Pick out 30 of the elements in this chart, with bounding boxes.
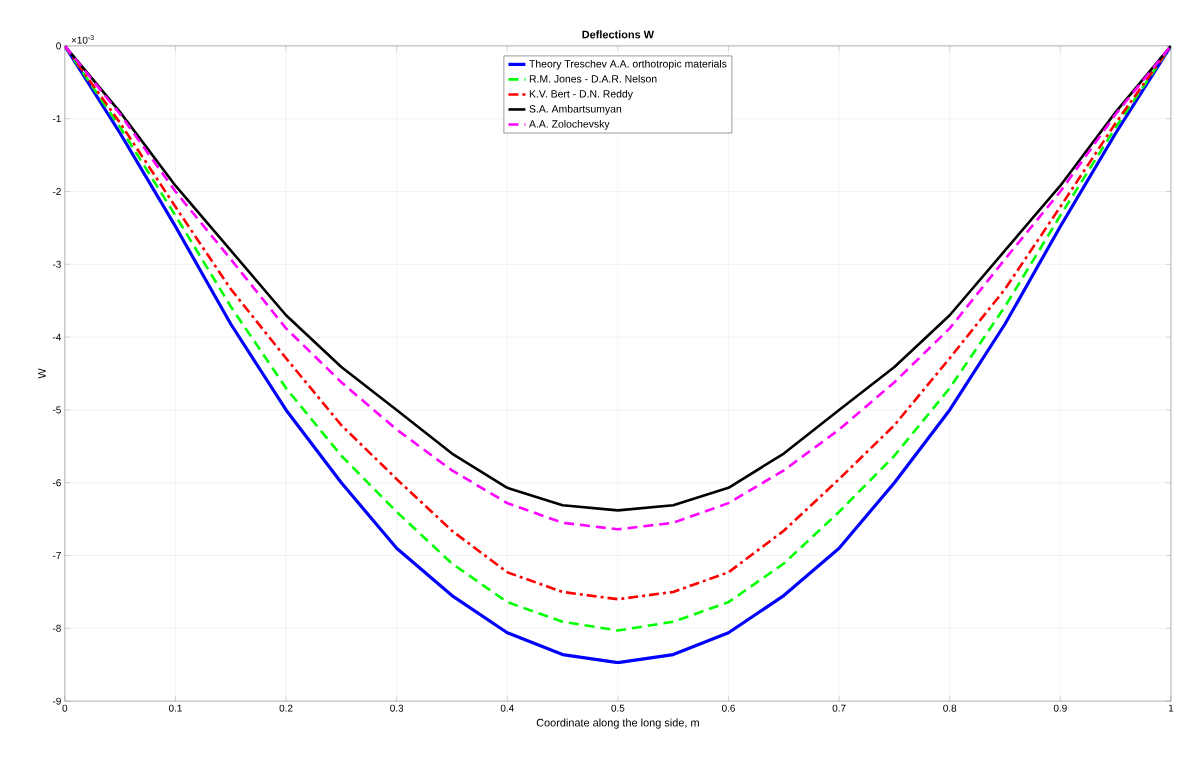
text: ×10$^{-3}$ [71,35,94,44]
x-tick-label: 0.2 [279,704,293,712]
x-tick-label: 0.5 [611,704,625,712]
x-tick-label: 0.7 [832,704,846,712]
y-tick-label: -7 [52,552,61,559]
x-tick-label: 0.6 [721,704,735,712]
y-tick-label: -9 [52,697,61,705]
y-tick-label: -8 [52,624,61,632]
legend-label: A.A. Zolochevsky [529,119,610,130]
legend-label: R.M. Jones - D.A.R. Nelson [529,74,657,83]
chart-title: Deflections W [582,30,654,39]
y-tick-label: -6 [52,479,61,487]
legend-label: Theory Treschev A.A. orthotropic materials [529,59,727,70]
legend-label: K.V. Bert - D.N. Reddy [529,89,633,100]
x-tick-label: 0.4 [500,704,514,712]
y-tick-label: -2 [52,188,61,195]
y-tick-label: -4 [52,333,62,341]
y-tick-label: -3 [52,260,61,268]
x-tick-label: 0.9 [1053,704,1067,712]
x-tick-label: 0.3 [390,704,404,712]
x-tick-label: 0.8 [943,704,957,712]
x-tick-label: 0 [62,704,68,712]
legend-label: S.A. Ambartsumyan [529,104,622,115]
x-tick-label: 0.1 [168,704,182,712]
y-tick-label: -5 [52,406,61,414]
y-axis-title: W [38,368,46,379]
x-tick-label: 1 [1168,704,1174,712]
y-tick-label: 0 [56,42,61,50]
x-axis-title: Coordinate along the long side, m [536,718,699,729]
y-tick-label: -1 [52,115,61,123]
